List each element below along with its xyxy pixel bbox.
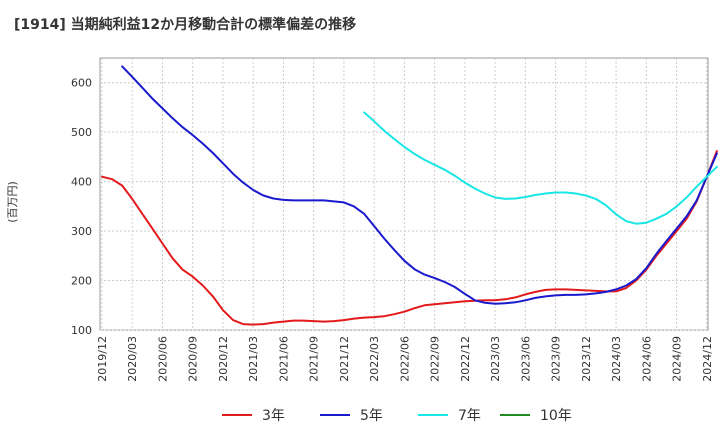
x-tick-label: 2020/06 [156, 336, 169, 382]
x-tick-label: 2020/12 [217, 336, 230, 382]
x-tick-label: 2024/12 [701, 336, 714, 382]
legend-label-4: 10年 [540, 408, 572, 424]
legend: 3年 5年 7年 10年 [222, 408, 572, 424]
x-tick-label: 2021/09 [308, 336, 321, 382]
x-tick-label: 2023/03 [489, 336, 502, 382]
x-tick-label: 2020/09 [187, 336, 200, 382]
x-tick-label: 2022/09 [429, 336, 442, 382]
x-tick-label: 2022/06 [398, 336, 411, 382]
x-tick-label: 2021/12 [338, 336, 351, 382]
x-tick-labels: 2019/12 2020/03 2020/06 2020/09 2020/12 2021/… [96, 336, 714, 382]
grid-layer [100, 58, 708, 331]
y-axis-title: (百万円) [6, 181, 19, 223]
y-tick-label: 100 [71, 324, 92, 337]
x-tick-label: 2024/06 [640, 336, 653, 382]
y-tick-label: 300 [71, 225, 92, 238]
x-tick-label: 2021/06 [277, 336, 290, 382]
y-tick-label: 500 [71, 126, 92, 139]
legend-label-2: 5年 [360, 408, 383, 424]
x-tick-label: 2019/12 [96, 336, 109, 382]
x-tick-label: 2022/12 [459, 336, 472, 382]
y-tick-label: 600 [71, 77, 92, 90]
chart-title: [1914] 当期純利益12か月移動合計の標準偏差の推移 [14, 17, 357, 33]
x-tick-label: 2023/06 [519, 336, 532, 382]
series-line-2 [121, 65, 718, 305]
x-tick-label: 2022/03 [368, 336, 381, 382]
x-tick-label: 2023/09 [550, 336, 563, 382]
x-tick-label: 2021/03 [247, 336, 260, 382]
x-tick-label: 2024/09 [671, 336, 684, 382]
series-line-3 [363, 111, 718, 225]
legend-label-1: 3年 [262, 408, 285, 424]
x-tick-label: 2023/12 [580, 336, 593, 382]
series-line-1 [101, 150, 718, 326]
x-tick-label: 2020/03 [126, 336, 139, 382]
y-tick-labels: 100 200 300 400 500 600 [71, 77, 92, 337]
y-tick-label: 400 [71, 176, 92, 189]
y-tick-label: 200 [71, 275, 92, 288]
x-tick-label: 2024/03 [610, 336, 623, 382]
series-layer [101, 65, 718, 326]
legend-label-3: 7年 [458, 408, 481, 424]
